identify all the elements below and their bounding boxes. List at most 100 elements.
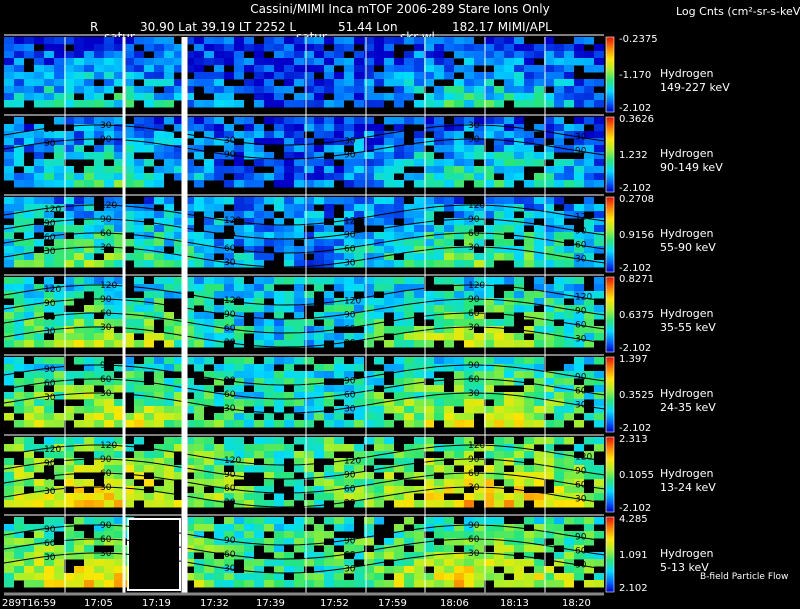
colorbar-segment [606,487,614,489]
heatmap-cell [4,371,14,379]
heatmap-cell [214,51,224,59]
heatmap-cell [74,291,84,299]
contour-label: 120 [344,217,361,227]
heatmap-cell [124,479,134,487]
heatmap-cell [74,58,84,66]
heatmap-cell [474,340,484,348]
heatmap-cell [334,100,344,108]
heatmap-cell [534,385,544,393]
heatmap-cell [284,371,294,379]
heatmap-cell [404,465,414,473]
heatmap-cell [264,138,274,146]
heatmap-cell [324,72,334,80]
heatmap-cell [554,538,564,546]
heatmap-cell [184,517,194,525]
heatmap-cell [384,246,394,254]
colorbar-segment [606,57,614,59]
heatmap-cell [304,211,314,219]
heatmap-cell [194,573,204,581]
heatmap-cell [494,493,504,501]
heatmap-cell [274,566,284,574]
heatmap-cell [524,72,534,80]
heatmap-cell [474,406,484,414]
colorbar-segment [606,209,614,211]
heatmap-cell [434,93,444,101]
heatmap-cell [84,72,94,80]
heatmap-cell [164,260,174,268]
heatmap-cell [374,204,384,212]
colorbar-segment [606,162,614,164]
heatmap-cell [24,465,34,473]
heatmap-cell [304,472,314,480]
heatmap-cell [264,371,274,379]
heatmap-cell [84,124,94,132]
colorbar-segment [606,444,614,446]
heatmap-cell [164,117,174,125]
heatmap-cell [444,486,454,494]
heatmap-cell [184,93,194,101]
heatmap-cell [24,472,34,480]
contour-label: 60 [224,244,236,254]
heatmap-cell [544,79,554,87]
heatmap-cell [434,173,444,181]
heatmap-cell [464,65,474,73]
heatmap-cell [134,239,144,247]
heatmap-cell [344,465,354,473]
heatmap-cell [184,420,194,428]
heatmap-cell [524,552,534,560]
heatmap-cell [214,486,224,494]
heatmap-cell [414,472,424,480]
heatmap-cell [104,51,114,59]
contour-line [3,284,605,306]
colorbar-segment [606,164,614,166]
heatmap-cell [264,44,274,52]
heatmap-cell [14,420,24,428]
heatmap-cell [354,465,364,473]
heatmap-cell [254,218,264,226]
heatmap-cell [454,204,464,212]
heatmap-cell [364,305,374,313]
heatmap-cell [74,65,84,73]
heatmap-cell [164,65,174,73]
heatmap-cell [304,166,314,174]
heatmap-cell [364,486,374,494]
colorbar-segment [606,395,614,397]
heatmap-cell [544,173,554,181]
heatmap-cell [474,131,484,139]
colorbar-segment [606,495,614,497]
heatmap-cell [44,291,54,299]
heatmap-cell [254,493,264,501]
colorbar-segment [606,547,614,549]
heatmap-cell [314,124,324,132]
heatmap-cell [364,573,374,581]
colorbar-segment [606,438,614,440]
heatmap-cell [134,305,144,313]
heatmap-cell [554,392,564,400]
heatmap-cell [14,291,24,299]
colorbar-segment [606,285,614,287]
heatmap-cell [354,284,364,292]
heatmap-cell [504,524,514,532]
heatmap-cell [324,451,334,459]
heatmap-cell [454,305,464,313]
heatmap-cell [54,552,64,560]
heatmap-cell [464,319,474,327]
heatmap-cell [414,284,424,292]
heatmap-cell [474,211,484,219]
heatmap-cell [454,399,464,407]
heatmap-cell [94,65,104,73]
heatmap-cell [274,291,284,299]
heatmap-cell [514,117,524,125]
colorbar-segment [606,239,614,241]
heatmap-cell [454,37,464,45]
heatmap-cell [104,305,114,313]
heatmap-cell [64,340,74,348]
heatmap-cell [454,291,464,299]
heatmap-cell [114,117,124,125]
heatmap-cell [444,44,454,52]
heatmap-cell [504,420,514,428]
heatmap-cell [304,465,314,473]
heatmap-cell [484,566,494,574]
heatmap-cell [274,340,284,348]
heatmap-cell [184,538,194,546]
